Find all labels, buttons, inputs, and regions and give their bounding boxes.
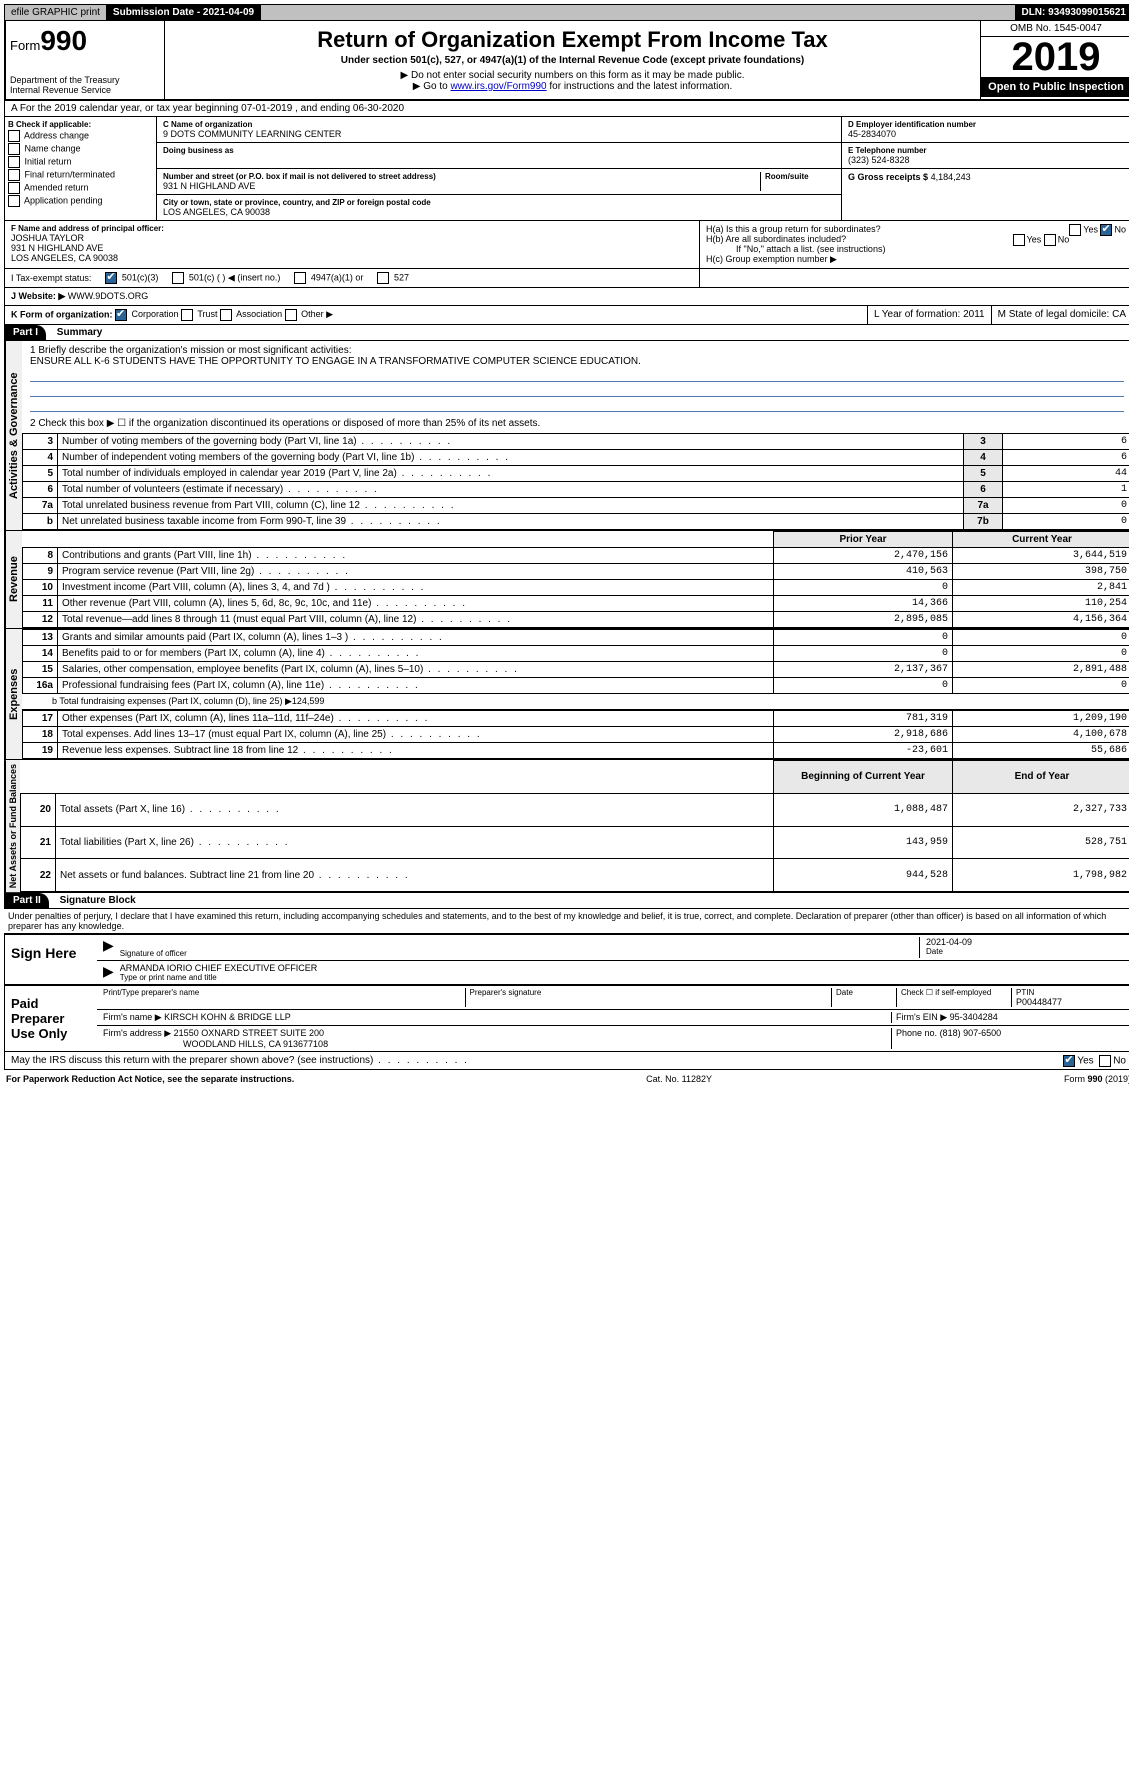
- part1-tab: Part I: [5, 325, 46, 340]
- perjury: Under penalties of perjury, I declare th…: [4, 909, 1129, 933]
- revenue-section: Revenue Prior YearCurrent Year8Contribut…: [4, 531, 1129, 629]
- checkbox-initial-return[interactable]: Initial return: [8, 156, 153, 168]
- website: WWW.9DOTS.ORG: [68, 291, 149, 301]
- officer-name: JOSHUA TAYLOR: [11, 233, 693, 243]
- revenue-table: Prior YearCurrent Year8Contributions and…: [22, 531, 1129, 628]
- page-footer: For Paperwork Reduction Act Notice, see …: [4, 1070, 1129, 1088]
- netassets-table: Beginning of Current YearEnd of Year20To…: [20, 760, 1129, 892]
- paid-preparer-block: Paid Preparer Use Only Print/Type prepar…: [4, 985, 1129, 1052]
- checkbox-address-change[interactable]: Address change: [8, 130, 153, 142]
- efile-label[interactable]: efile GRAPHIC print: [5, 5, 107, 20]
- discuss-yes[interactable]: [1063, 1055, 1075, 1067]
- officer-printed: ARMANDA IORIO CHIEF EXECUTIVE OFFICER: [120, 963, 318, 973]
- preparer-phone: (818) 907-6500: [940, 1028, 1002, 1038]
- info-grid: B Check if applicable: Address change Na…: [4, 117, 1129, 221]
- checkbox-amended-return[interactable]: Amended return: [8, 182, 153, 194]
- year-formation: L Year of formation: 2011: [868, 306, 992, 324]
- section-a: A For the 2019 calendar year, or tax yea…: [4, 101, 1129, 117]
- discuss-no[interactable]: [1099, 1055, 1111, 1067]
- box-c: C Name of organization 9 DOTS COMMUNITY …: [157, 117, 842, 220]
- h-c: H(c) Group exemption number ▶: [706, 254, 1126, 265]
- row-i: I Tax-exempt status: 501(c)(3) 501(c) ( …: [4, 269, 1129, 288]
- org-city: LOS ANGELES, CA 90038: [163, 207, 835, 217]
- gross-receipts: 4,184,243: [931, 172, 971, 182]
- row-j: J Website: ▶ WWW.9DOTS.ORG: [4, 288, 1129, 306]
- open-public-badge: Open to Public Inspection: [981, 77, 1129, 97]
- form-title: Return of Organization Exempt From Incom…: [175, 27, 970, 53]
- check-501c3[interactable]: [105, 272, 117, 284]
- discuss-row: May the IRS discuss this return with the…: [4, 1052, 1129, 1070]
- checkbox-name-change[interactable]: Name change: [8, 143, 153, 155]
- checkbox-application-pending[interactable]: Application pending: [8, 195, 153, 207]
- sign-here-block: Sign Here ▶ Signature of officer 2021-04…: [4, 933, 1129, 985]
- expenses-table: 13Grants and similar amounts paid (Part …: [22, 629, 1129, 694]
- dln: DLN: 93493099015621: [1015, 5, 1129, 20]
- arrow-icon: ▶: [103, 937, 114, 958]
- mission: ENSURE ALL K-6 STUDENTS HAVE THE OPPORTU…: [30, 356, 1124, 367]
- box-b: B Check if applicable: Address change Na…: [5, 117, 157, 220]
- expenses-section: Expenses 13Grants and similar amounts pa…: [4, 629, 1129, 760]
- h-a: H(a) Is this a group return for subordin…: [706, 224, 1126, 234]
- note-goto: ▶ Go to www.irs.gov/Form990 for instruct…: [175, 81, 970, 92]
- state-domicile: M State of legal domicile: CA: [992, 306, 1129, 324]
- row-fh: F Name and address of principal officer:…: [4, 221, 1129, 269]
- gov-section: Activities & Governance 1 Briefly descri…: [4, 341, 1129, 531]
- part2: Part II Signature Block: [4, 893, 1129, 909]
- note-ssn: ▶ Do not enter social security numbers o…: [175, 70, 970, 81]
- form990-link[interactable]: www.irs.gov/Form990: [450, 81, 546, 92]
- org-name: 9 DOTS COMMUNITY LEARNING CENTER: [163, 129, 835, 139]
- h-b: H(b) Are all subordinates included? Yes …: [706, 234, 1126, 244]
- ptin: P00448477: [1016, 997, 1126, 1007]
- box-de: D Employer identification number 45-2834…: [842, 117, 1129, 220]
- irs-label: Internal Revenue Service: [10, 85, 160, 95]
- row-klm: K Form of organization: Corporation Trus…: [4, 306, 1129, 325]
- org-street: 931 N HIGHLAND AVE: [163, 181, 760, 191]
- ein: 45-2834070: [848, 129, 1126, 139]
- top-bar: efile GRAPHIC print Submission Date - 20…: [4, 4, 1129, 21]
- phone: (323) 524-8328: [848, 155, 1126, 165]
- part1: Part I Summary: [4, 325, 1129, 341]
- dept-label: Department of the Treasury: [10, 75, 160, 85]
- form-header: Form990 Department of the Treasury Inter…: [4, 21, 1129, 101]
- gov-table: 3Number of voting members of the governi…: [22, 433, 1129, 530]
- firm-ein: 95-3404284: [950, 1012, 998, 1022]
- checkbox-final-return-terminated[interactable]: Final return/terminated: [8, 169, 153, 181]
- submission-date: Submission Date - 2021-04-09: [107, 5, 261, 20]
- firm-name: KIRSCH KOHN & BRIDGE LLP: [164, 1012, 291, 1022]
- form-number: Form990: [10, 25, 160, 57]
- netassets-section: Net Assets or Fund Balances Beginning of…: [4, 760, 1129, 893]
- tax-year: 2019: [981, 37, 1129, 77]
- form-subtitle: Under section 501(c), 527, or 4947(a)(1)…: [175, 55, 970, 66]
